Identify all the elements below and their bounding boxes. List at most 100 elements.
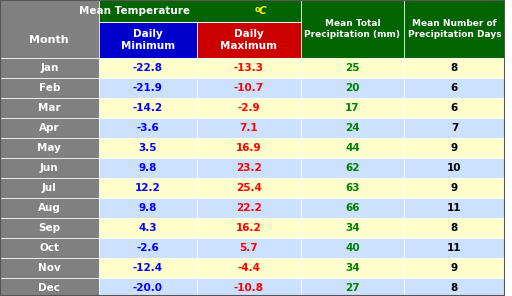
Text: 11: 11	[447, 203, 462, 213]
Bar	[0, 0, 99, 58]
Text: 5.7: 5.7	[240, 243, 258, 253]
Bar	[404, 98, 505, 118]
Bar	[197, 118, 301, 138]
Bar	[0, 118, 99, 138]
Bar	[0, 78, 99, 98]
Text: -21.9: -21.9	[133, 83, 163, 93]
Text: 62: 62	[345, 163, 359, 173]
Text: 20: 20	[345, 83, 359, 93]
Text: 44: 44	[345, 143, 360, 153]
Bar	[99, 258, 197, 278]
Bar	[197, 158, 301, 178]
Text: Jul: Jul	[42, 183, 57, 193]
Text: Nov: Nov	[38, 263, 60, 273]
Bar	[404, 258, 505, 278]
Text: -22.8: -22.8	[133, 63, 163, 73]
Bar	[301, 138, 404, 158]
Text: 8: 8	[451, 63, 458, 73]
Text: 8: 8	[451, 223, 458, 233]
Text: 9.8: 9.8	[139, 163, 157, 173]
Bar	[99, 158, 197, 178]
Bar	[301, 278, 404, 296]
Bar	[404, 218, 505, 238]
Bar	[0, 238, 99, 258]
Text: Jan: Jan	[40, 63, 58, 73]
Bar	[301, 178, 404, 198]
Bar	[404, 138, 505, 158]
Bar	[197, 178, 301, 198]
Bar	[0, 138, 99, 158]
Text: Jun: Jun	[40, 163, 58, 173]
Text: 9: 9	[451, 183, 458, 193]
Text: 6: 6	[451, 103, 458, 113]
Text: Daily
Maximum: Daily Maximum	[220, 29, 278, 51]
Text: Daily
Minimum: Daily Minimum	[121, 29, 175, 51]
Text: 17: 17	[345, 103, 360, 113]
Bar	[301, 258, 404, 278]
Text: Mar: Mar	[38, 103, 60, 113]
Bar	[197, 58, 301, 78]
Bar	[197, 22, 301, 58]
Text: 63: 63	[345, 183, 359, 193]
Bar	[197, 138, 301, 158]
Bar	[404, 158, 505, 178]
Text: 8: 8	[451, 283, 458, 293]
Bar	[0, 98, 99, 118]
Bar	[197, 278, 301, 296]
Text: 27: 27	[345, 283, 360, 293]
Text: -14.2: -14.2	[133, 103, 163, 113]
Bar	[0, 258, 99, 278]
Bar	[301, 98, 404, 118]
Text: 40: 40	[345, 243, 360, 253]
Bar	[404, 118, 505, 138]
Text: 7: 7	[451, 123, 458, 133]
Text: Feb: Feb	[38, 83, 60, 93]
Bar	[99, 58, 197, 78]
Text: -20.0: -20.0	[133, 283, 163, 293]
Text: 6: 6	[451, 83, 458, 93]
Text: -13.3: -13.3	[234, 63, 264, 73]
Bar	[197, 98, 301, 118]
Bar	[197, 198, 301, 218]
Bar	[301, 198, 404, 218]
Bar	[404, 198, 505, 218]
Text: Sep: Sep	[38, 223, 60, 233]
Bar	[404, 178, 505, 198]
Bar	[301, 218, 404, 238]
Bar	[0, 198, 99, 218]
Bar	[99, 178, 197, 198]
Bar	[0, 158, 99, 178]
Text: C: C	[259, 6, 266, 16]
Bar	[197, 78, 301, 98]
Bar	[99, 98, 197, 118]
Text: Apr: Apr	[39, 123, 59, 133]
Bar	[404, 58, 505, 78]
Bar	[301, 58, 404, 78]
Text: 25: 25	[345, 63, 359, 73]
Text: 9: 9	[451, 143, 458, 153]
Text: 66: 66	[345, 203, 359, 213]
Bar	[0, 278, 99, 296]
Text: -2.6: -2.6	[137, 243, 159, 253]
Text: Aug: Aug	[38, 203, 61, 213]
Text: o: o	[255, 4, 260, 14]
Bar	[99, 138, 197, 158]
Bar	[404, 78, 505, 98]
Text: Mean Temperature: Mean Temperature	[79, 6, 194, 16]
Bar	[197, 218, 301, 238]
Text: 23.2: 23.2	[236, 163, 262, 173]
Text: Mean Number of
Precipitation Days: Mean Number of Precipitation Days	[408, 19, 501, 39]
Bar	[301, 118, 404, 138]
Text: 12.2: 12.2	[135, 183, 161, 193]
Text: Dec: Dec	[38, 283, 60, 293]
Bar	[0, 218, 99, 238]
Bar	[99, 198, 197, 218]
Text: 22.2: 22.2	[236, 203, 262, 213]
Text: 3.5: 3.5	[139, 143, 157, 153]
Text: May: May	[37, 143, 61, 153]
Text: 34: 34	[345, 263, 360, 273]
Bar	[197, 258, 301, 278]
Text: -4.4: -4.4	[238, 263, 261, 273]
Bar	[404, 278, 505, 296]
Text: -10.8: -10.8	[234, 283, 264, 293]
